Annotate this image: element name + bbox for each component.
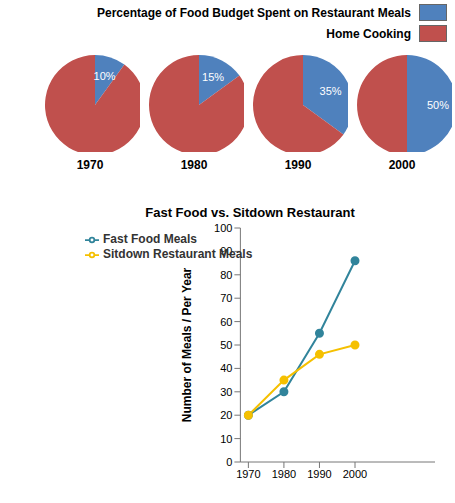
svg-text:1970: 1970	[236, 468, 260, 480]
svg-text:10: 10	[220, 433, 232, 445]
svg-text:1990: 1990	[307, 468, 331, 480]
svg-text:80: 80	[220, 269, 232, 281]
svg-text:35%: 35%	[320, 85, 342, 97]
svg-text:10%: 10%	[94, 70, 116, 82]
svg-text:100: 100	[214, 222, 232, 234]
svg-text:15%: 15%	[202, 71, 224, 83]
svg-text:50%: 50%	[427, 99, 447, 111]
svg-text:2000: 2000	[343, 468, 367, 480]
svg-text:20: 20	[220, 409, 232, 421]
svg-text:50: 50	[220, 339, 232, 351]
svg-text:0: 0	[226, 456, 232, 468]
svg-text:90: 90	[220, 245, 232, 257]
svg-text:60: 60	[220, 316, 232, 328]
svg-text:Number of Meals / Per Year: Number of Meals / Per Year	[180, 267, 194, 422]
svg-text:30: 30	[220, 386, 232, 398]
svg-text:70: 70	[220, 292, 232, 304]
svg-text:1980: 1980	[272, 468, 296, 480]
svg-text:40: 40	[220, 362, 232, 374]
